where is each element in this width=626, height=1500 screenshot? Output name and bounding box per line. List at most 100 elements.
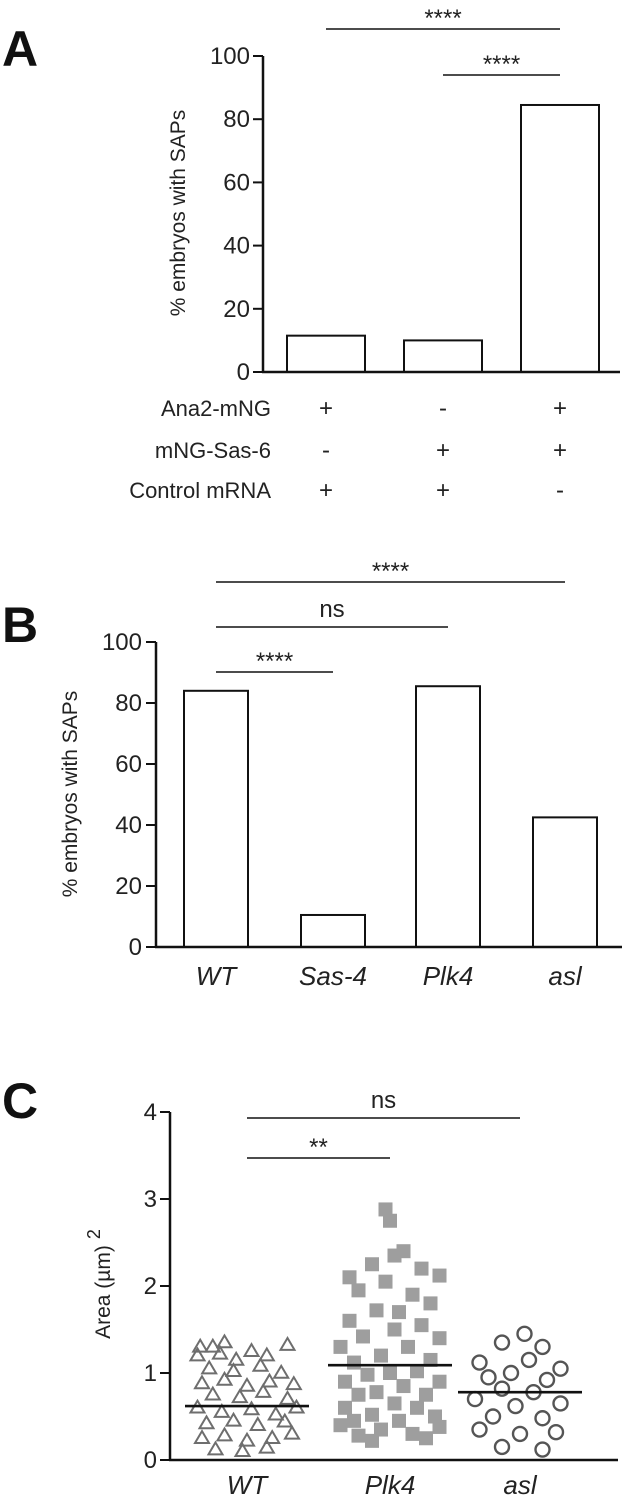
chart-c-point-wt [197,1414,216,1430]
chart-c-y-ticks: 0 1 2 3 4 [144,1099,170,1474]
chart-c-point-wt [193,1429,211,1445]
chart-c-point-plk4 [423,1296,438,1311]
chart-c-point-plk4 [365,1407,379,1422]
condition-sign: + [553,395,567,422]
chart-c-x-tick-label: asl [503,1470,537,1500]
chart-a-bars [286,103,600,374]
chart-a-y-tick-label: 40 [223,233,250,260]
chart-a-bar [403,339,483,373]
condition-row-label: Ana2-mNG [161,396,271,421]
chart-b-y-axis-label: % embryos with SAPs [59,691,82,898]
chart-b-x-tick-label: asl [548,961,582,991]
chart-b-y-tick-label: 20 [115,873,142,900]
chart-a-significance-label: **** [424,5,461,32]
chart-c-point-asl [511,1425,529,1443]
chart-c-x-tick-label: WT [227,1470,270,1500]
chart-c-point-plk4 [333,1339,348,1354]
chart-c-point-wt [238,1376,256,1392]
chart-c-point-plk4 [360,1367,375,1382]
chart-c-point-asl [538,1371,556,1389]
chart-c-point-plk4 [338,1374,352,1389]
condition-row-label: Control mRNA [129,478,271,503]
chart-c-point-wt [224,1362,243,1378]
chart-b-significance-label: ns [319,596,344,623]
chart-c-point-wt [260,1372,279,1388]
chart-c-point-plk4 [351,1428,366,1443]
chart-b-y-tick-label: 100 [102,629,142,656]
chart-c-point-plk4 [405,1287,420,1302]
chart-c-point-plk4 [347,1413,361,1428]
condition-sign: + [436,437,450,464]
chart-a-y-axis-label: % embryos with SAPs [167,110,190,317]
chart-b-x-tick-label: Plk4 [423,961,474,991]
chart-c-point-wt [224,1411,243,1427]
chart-c-point-wt [200,1359,218,1375]
condition-sign: + [319,477,333,504]
chart-c-point-plk4 [369,1385,384,1400]
chart-c-point-wt [251,1356,270,1372]
chart-b-x-tick-labels: WT Sas-4 Plk4 asl [196,961,583,991]
chart-c-point-plk4 [392,1305,406,1320]
chart-c-point-wt [278,1389,297,1405]
chart-c-point-wt [242,1400,261,1416]
chart-c-point-wt [215,1426,234,1442]
chart-c-point-wt [242,1342,261,1358]
condition-sign: - [322,437,330,464]
chart-c-point-wt [278,1336,297,1351]
chart-b-bar [532,816,598,948]
panel-letter-b: B [2,597,38,653]
chart-b-bar [300,913,366,948]
chart-c-point-plk4 [338,1400,352,1415]
condition-sign: - [439,395,447,422]
condition-row-label: mNG-Sas-6 [155,438,271,463]
condition-sign: - [556,477,564,504]
chart-c-point-wt [258,1346,276,1362]
chart-c-point-wt [191,1337,209,1353]
chart-b-significance: **** ns **** [216,558,565,675]
chart-c-point-plk4 [365,1257,379,1272]
chart-c-point-plk4 [374,1348,388,1363]
chart-c-point-plk4 [356,1329,370,1344]
chart-c-point-wt [206,1440,225,1456]
chart-c-point-wt [254,1383,272,1398]
chart-c-point-wt [249,1416,267,1431]
chart-c-y-axis-label-superscript: 2 [84,1229,104,1239]
chart-b-bar [415,685,481,948]
chart-c-point-wt [188,1346,207,1362]
chart-c-point-plk4 [378,1274,393,1289]
chart-c-point-wt [272,1363,290,1379]
chart-c-x-tick-labels: WT Plk4 asl [227,1470,538,1500]
chart-c-point-plk4 [414,1318,429,1333]
chart-c-y-tick-label: 3 [144,1186,157,1213]
chart-c-point-asl [480,1369,497,1386]
chart-a-significance-label: **** [483,51,520,78]
chart-b-y-tick-label: 80 [115,690,142,717]
chart-c-point-wt [238,1431,256,1447]
chart-c-point-plk4 [342,1313,357,1328]
chart-c-y-tick-label: 4 [144,1099,157,1126]
chart-c-point-wt [204,1385,222,1401]
chart-b-y-ticks: 0 20 40 60 80 100 [102,629,156,961]
chart-c-point-asl [466,1390,484,1408]
chart-c-point-wt [283,1424,301,1440]
chart-c-point-plk4 [432,1374,447,1389]
condition-sign: + [553,437,567,464]
chart-c-point-plk4 [387,1322,402,1337]
chart-c-point-plk4 [387,1396,402,1411]
chart-c-point-asl [493,1380,511,1397]
chart-c-point-plk4 [369,1303,384,1318]
chart-c-significance: ns ** [247,1087,520,1161]
chart-b-x-tick-label: WT [196,961,239,991]
chart-c-point-plk4 [365,1433,379,1448]
chart-c-point-plk4 [410,1400,424,1415]
chart-c-point-asl [534,1338,551,1356]
chart-c-point-plk4 [405,1426,420,1441]
chart-c-point-asl [507,1397,524,1415]
chart-c-point-plk4 [432,1268,447,1283]
chart-c-point-plk4 [383,1213,397,1228]
chart-c-point-plk4 [414,1261,429,1276]
chart-c-significance-label: ** [309,1134,328,1161]
